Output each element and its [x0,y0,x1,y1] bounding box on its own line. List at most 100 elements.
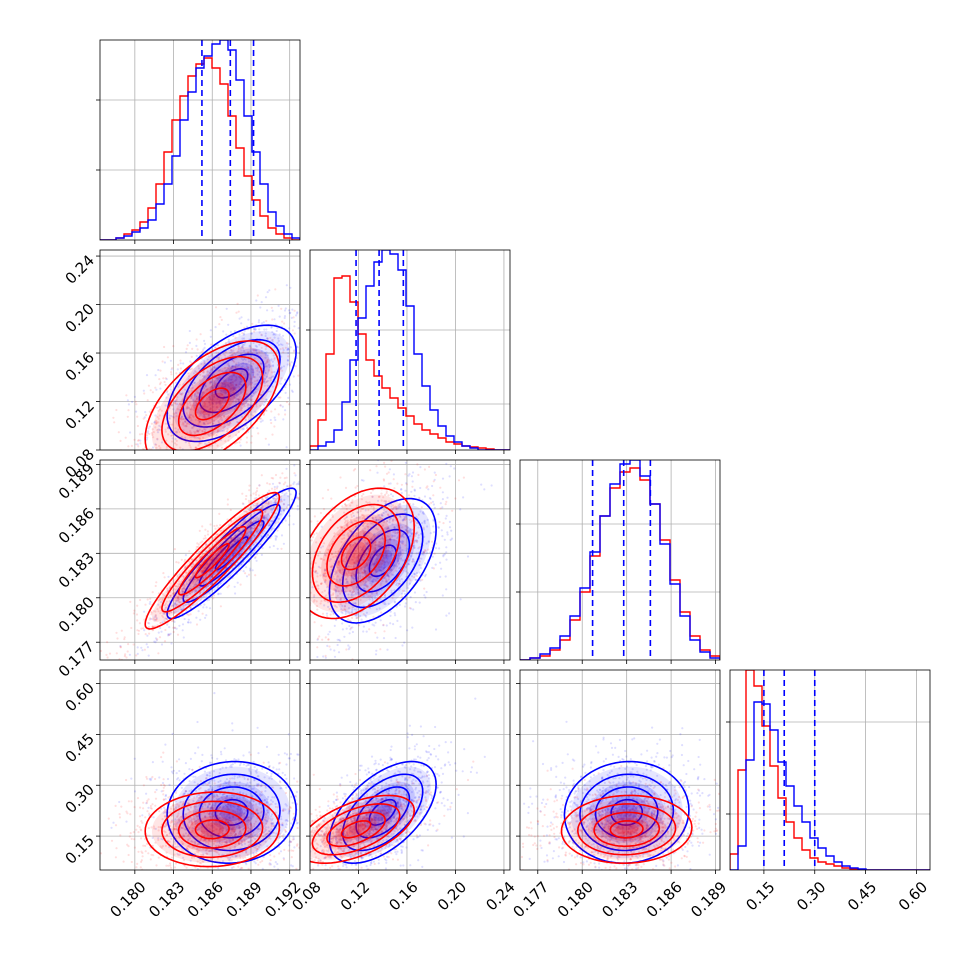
scatter-point [151,428,154,431]
scatter-point [161,484,163,486]
scatter-point [230,367,233,370]
scatter-point [249,346,252,349]
scatter-point [274,500,277,503]
scatter-point [226,518,229,521]
scatter-point [291,390,294,393]
scatter-point [235,376,238,379]
scatter-point [188,587,191,590]
scatter-point [362,479,365,482]
scatter-point [212,422,215,425]
scatter-point [238,552,242,556]
scatter-point [274,512,278,515]
scatter-point [123,638,126,641]
scatter-point [235,401,238,404]
scatter-point [244,534,247,537]
scatter-point [193,381,196,384]
scatter-point [254,328,257,331]
scatter-point [413,560,416,563]
scatter-point [173,548,176,551]
scatter-point [179,417,182,420]
scatter-point [208,404,211,407]
scatter-point [293,349,296,352]
scatter-point [442,554,445,557]
scatter-point [209,407,212,410]
scatter-point [169,632,172,635]
scatter-point [269,418,272,422]
scatter-point [401,559,404,562]
scatter-point [288,364,292,367]
scatter-point [179,446,182,449]
scatter-point [324,553,327,556]
scatter-point [260,350,263,353]
scatter-point [178,624,181,627]
scatter-point [352,580,355,583]
scatter-point [220,392,223,395]
scatter-point [141,448,144,450]
scatter-point [282,567,284,569]
scatter-point [248,549,252,552]
scatter-point [263,530,266,533]
scatter-point [190,419,193,422]
scatter-point [195,436,198,439]
scatter-point [259,417,263,420]
scatter-point [192,562,195,565]
scatter-point [244,538,247,541]
scatter-point [249,521,252,524]
scatter-point [238,386,241,389]
scatter-point [347,644,350,647]
y-tick-label: 0.183 [55,549,98,592]
scatter-point [119,645,122,649]
scatter-point [220,357,223,360]
scatter-point [250,332,253,335]
scatter-point [148,632,151,635]
scatter-point [238,375,241,378]
scatter-point [184,420,187,423]
scatter-point [193,399,196,402]
scatter-point [106,656,109,659]
scatter-point [203,415,206,418]
scatter-point [265,337,269,340]
scatter-point [210,401,213,404]
scatter-point [275,350,278,353]
scatter-point [237,529,240,533]
scatter-point [197,566,200,569]
scatter-point [232,346,235,349]
scatter-point [217,593,220,596]
scatter-point [237,310,240,313]
scatter-point [166,427,169,430]
scatter-point [349,628,352,631]
scatter-point [304,330,306,332]
scatter-point [198,412,201,415]
scatter-point [276,341,279,344]
scatter-point [286,363,289,366]
scatter-point [219,561,222,564]
scatter-point [248,484,251,487]
scatter-point [182,591,185,594]
scatter-point [259,408,262,411]
scatter-point [210,343,213,346]
scatter-point [408,582,411,585]
scatter-point [280,510,283,513]
scatter-point [215,533,218,536]
scatter-point [211,368,214,371]
scatter-point [254,344,257,347]
scatter-point [227,367,230,370]
scatter-point [254,491,257,494]
scatter-point [202,348,205,351]
scatter-point [284,605,286,607]
scatter-point [264,372,267,375]
scatter-point [287,355,290,358]
scatter-point [281,343,284,346]
scatter-point [325,612,329,615]
scatter-point [195,397,198,400]
scatter-point [282,334,285,337]
scatter-point [279,476,282,479]
scatter-point [265,409,268,412]
scatter-point [176,633,180,636]
contour-red [161,355,264,450]
scatter-point [185,406,189,409]
scatter-point [266,337,270,340]
scatter-point [255,553,258,556]
scatter-point [483,488,486,491]
scatter-point [185,424,188,427]
